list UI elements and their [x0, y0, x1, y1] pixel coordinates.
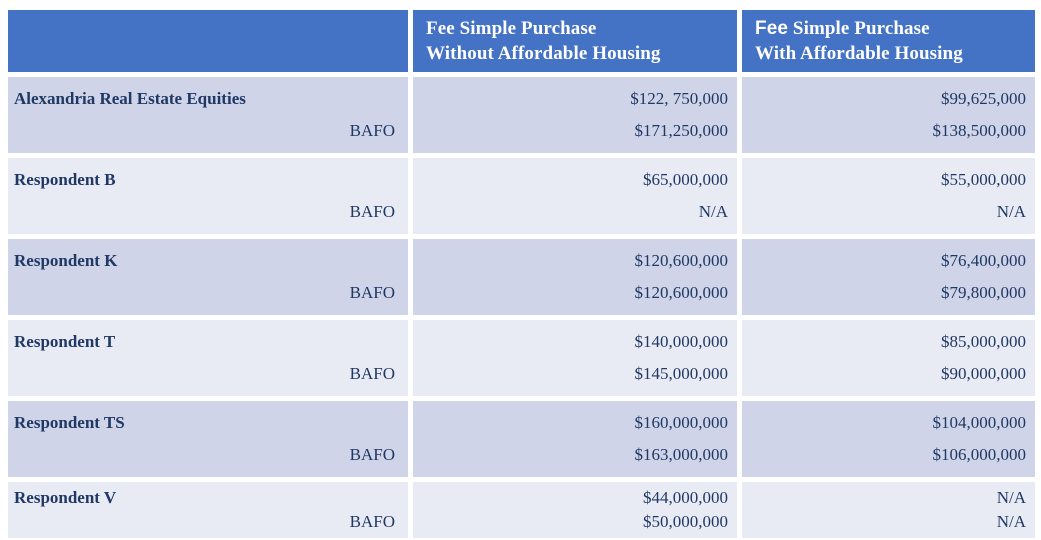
header-line: Without Affordable Housing	[426, 43, 661, 64]
without-ah-cell: $65,000,000 N/A	[413, 158, 737, 234]
respondent-cell: Respondent T BAFO	[8, 320, 408, 396]
respondent-cell: Alexandria Real Estate Equities BAFO	[8, 77, 408, 153]
initial-price: $120,600,000	[634, 251, 729, 270]
initial-price: $99,625,000	[941, 89, 1026, 108]
respondent-cell: Respondent B BAFO	[8, 158, 408, 234]
header-line: Fee Simple Purchase	[426, 18, 597, 39]
header-line-rest: Simple Purchase	[788, 18, 930, 39]
with-ah-cell: $99,625,000 $138,500,000	[742, 77, 1035, 153]
respondent-cell: Respondent K BAFO	[8, 239, 408, 315]
pricing-comparison-table: Fee Simple Purchase Without Affordable H…	[8, 10, 1035, 540]
initial-price: $85,000,000	[941, 332, 1026, 351]
with-ah-cell: $85,000,000 $90,000,000	[742, 320, 1035, 396]
bafo-price: $79,800,000	[941, 283, 1026, 302]
table-row-respondent-k: Respondent K BAFO $120,600,000 $120,600,…	[8, 239, 1035, 315]
initial-price: $160,000,000	[634, 413, 729, 432]
with-ah-cell: N/A N/A	[742, 482, 1035, 538]
with-ah-cell: $55,000,000 N/A	[742, 158, 1035, 234]
table-header-row: Fee Simple Purchase Without Affordable H…	[8, 10, 1035, 72]
respondent-name: Respondent T	[14, 332, 116, 351]
table-row-alexandria: Alexandria Real Estate Equities BAFO $12…	[8, 77, 1035, 153]
initial-price: N/A	[996, 487, 1026, 507]
bafo-label: BAFO	[349, 445, 395, 464]
without-ah-cell: $122, 750,000 $171,250,000	[413, 77, 737, 153]
respondent-name: Respondent TS	[14, 413, 125, 432]
initial-price: $55,000,000	[941, 170, 1026, 189]
fee-sans-word: Fee	[755, 18, 789, 39]
without-ah-cell: $140,000,000 $145,000,000	[413, 320, 737, 396]
table-row-respondent-b: Respondent B BAFO $65,000,000 N/A $55,00…	[8, 158, 1035, 234]
table-row-respondent-v: Respondent V BAFO $44,000,000 $50,000,00…	[8, 482, 1035, 538]
initial-price: $122, 750,000	[630, 89, 728, 108]
initial-price: $65,000,000	[643, 170, 728, 189]
header-cell-with-affordable-housing: Fee Simple Purchase With Affordable Hous…	[742, 10, 1035, 72]
bafo-price: $90,000,000	[941, 364, 1026, 383]
bafo-price: $171,250,000	[634, 121, 729, 140]
bafo-label: BAFO	[349, 202, 395, 221]
bafo-price: $50,000,000	[643, 511, 728, 531]
bafo-price: N/A	[698, 202, 728, 221]
respondent-name: Respondent B	[14, 170, 116, 189]
initial-price: $76,400,000	[941, 251, 1026, 270]
without-ah-cell: $160,000,000 $163,000,000	[413, 401, 737, 477]
header-cell-empty	[8, 10, 408, 72]
initial-price: $140,000,000	[634, 332, 729, 351]
without-ah-cell: $120,600,000 $120,600,000	[413, 239, 737, 315]
header-line: Fee Simple Purchase	[755, 16, 1027, 41]
respondent-name: Alexandria Real Estate Equities	[14, 89, 246, 108]
table-row-respondent-t: Respondent T BAFO $140,000,000 $145,000,…	[8, 320, 1035, 396]
with-ah-cell: $76,400,000 $79,800,000	[742, 239, 1035, 315]
initial-price: $44,000,000	[643, 487, 728, 507]
bafo-label: BAFO	[349, 364, 395, 383]
bafo-price: N/A	[996, 511, 1026, 531]
bafo-price: N/A	[996, 202, 1026, 221]
with-ah-cell: $104,000,000 $106,000,000	[742, 401, 1035, 477]
without-ah-cell: $44,000,000 $50,000,000	[413, 482, 737, 538]
bafo-label: BAFO	[349, 283, 395, 302]
bafo-price: $106,000,000	[932, 445, 1027, 464]
bafo-price: $163,000,000	[634, 445, 729, 464]
respondent-name: Respondent V	[14, 487, 117, 507]
bafo-label: BAFO	[349, 121, 395, 140]
bafo-price: $138,500,000	[932, 121, 1027, 140]
header-cell-without-affordable-housing: Fee Simple Purchase Without Affordable H…	[413, 10, 737, 72]
respondent-cell: Respondent V BAFO	[8, 482, 408, 538]
bafo-label: BAFO	[349, 511, 395, 531]
respondent-name: Respondent K	[14, 251, 118, 270]
respondent-cell: Respondent TS BAFO	[8, 401, 408, 477]
initial-price: $104,000,000	[932, 413, 1027, 432]
header-line: With Affordable Housing	[755, 43, 963, 64]
bafo-price: $145,000,000	[634, 364, 729, 383]
bafo-price: $120,600,000	[634, 283, 729, 302]
table-row-respondent-ts: Respondent TS BAFO $160,000,000 $163,000…	[8, 401, 1035, 477]
